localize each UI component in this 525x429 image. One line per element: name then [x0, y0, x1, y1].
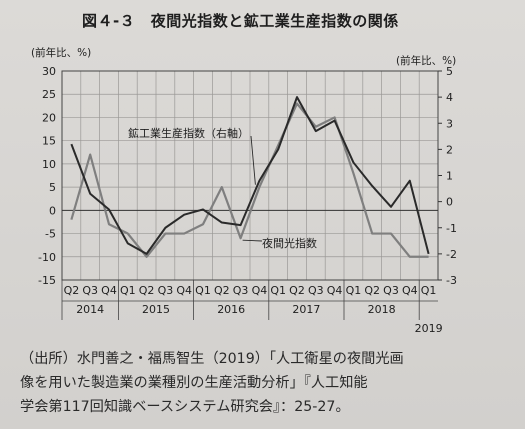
x-axis-quarter-label: Q1	[421, 284, 437, 297]
left-axis-tick-label: 30	[42, 65, 56, 78]
right-axis-tick-label: 5	[446, 65, 453, 78]
annotation-production-index: 鉱工業生産指数（右軸）	[128, 126, 249, 140]
right-axis-tick-label: 3	[446, 117, 453, 130]
x-axis-quarter-label: Q4	[176, 284, 192, 297]
dual-axis-line-chart: 302520151050-5-10-15543210-1-2-3(前年比、%)(…	[31, 46, 457, 335]
x-axis-year-label: 2016	[217, 303, 245, 316]
source-note: （出所）水門善之・福馬智生（2019）「人工衛星の夜間光画 像を用いた製造業の業…	[20, 347, 515, 419]
x-axis-quarter-label: Q3	[233, 284, 249, 297]
left-axis-unit: (前年比、%)	[31, 46, 91, 59]
right-axis-tick-label: -1	[446, 222, 457, 235]
series-lines	[70, 96, 430, 258]
left-axis-tick-label: 20	[42, 111, 56, 124]
right-axis-unit: (前年比、%)	[396, 54, 456, 67]
x-axis-year-label: 2015	[142, 303, 170, 316]
x-axis-quarter-label: Q4	[101, 284, 117, 297]
right-axis-tick-label: 0	[446, 196, 453, 209]
x-axis-year-label: 2018	[368, 303, 396, 316]
chart-labels: 302520151050-5-10-15543210-1-2-3(前年比、%)(…	[31, 46, 457, 335]
right-axis-tick-label: 2	[446, 143, 453, 156]
source-line: 像を用いた製造業の業種別の生産活動分析」『人工知能	[20, 375, 368, 391]
left-axis-tick-label: -10	[38, 251, 56, 264]
left-axis-tick-label: 10	[42, 158, 56, 171]
x-axis-quarter-label: Q3	[82, 284, 98, 297]
series-line-night-light-index	[70, 102, 429, 258]
left-axis-tick-label: 25	[42, 88, 56, 101]
left-axis-tick-label: 0	[49, 204, 56, 217]
x-axis-quarter-label: Q2	[139, 284, 155, 297]
x-axis-quarter-label: Q3	[158, 284, 174, 297]
x-axis-quarter-label: Q2	[64, 284, 80, 297]
figure-title: 図４-３ 夜間光指数と鉱工業生産指数の関係	[82, 12, 399, 30]
x-axis-quarter-label: Q3	[383, 284, 399, 297]
x-axis-quarter-label: Q4	[327, 284, 343, 297]
x-axis-quarter-label: Q2	[214, 284, 230, 297]
x-axis-quarter-label: Q4	[402, 284, 418, 297]
left-axis-tick-label: 5	[49, 181, 56, 194]
x-axis-quarter-label: Q1	[195, 284, 211, 297]
x-axis-quarter-label: Q2	[364, 284, 380, 297]
series-line-production-index	[70, 96, 430, 255]
right-axis-tick-label: 1	[446, 170, 453, 183]
right-axis-tick-label: 4	[446, 91, 453, 104]
left-axis-tick-label: -15	[38, 274, 56, 287]
annotation-night-light-index: 夜間光指数	[262, 236, 317, 250]
x-axis-quarter-label: Q4	[252, 284, 268, 297]
x-axis-quarter-label: Q2	[289, 284, 305, 297]
annotation-leader-line	[250, 135, 256, 185]
left-axis-tick-label: -5	[45, 228, 56, 241]
source-line: （出所）水門善之・福馬智生（2019）「人工衛星の夜間光画	[20, 351, 404, 367]
x-axis-quarter-label: Q1	[120, 284, 136, 297]
right-axis-tick-label: -2	[446, 248, 457, 261]
x-axis-quarter-label: Q3	[308, 284, 324, 297]
right-axis-tick-label: -3	[446, 274, 457, 287]
left-axis-tick-label: 15	[42, 135, 56, 148]
annotation-leader-line	[242, 239, 263, 242]
axes	[61, 70, 442, 320]
x-axis-year-label: 2019	[415, 322, 443, 335]
x-axis-quarter-label: Q1	[346, 284, 362, 297]
source-line: 学会第117回知識ベースシステム研究会』：25-27。	[20, 399, 350, 415]
x-axis-quarter-label: Q1	[270, 284, 286, 297]
x-axis-year-label: 2014	[76, 303, 104, 316]
grid	[61, 70, 439, 281]
x-axis-year-label: 2017	[292, 303, 320, 316]
